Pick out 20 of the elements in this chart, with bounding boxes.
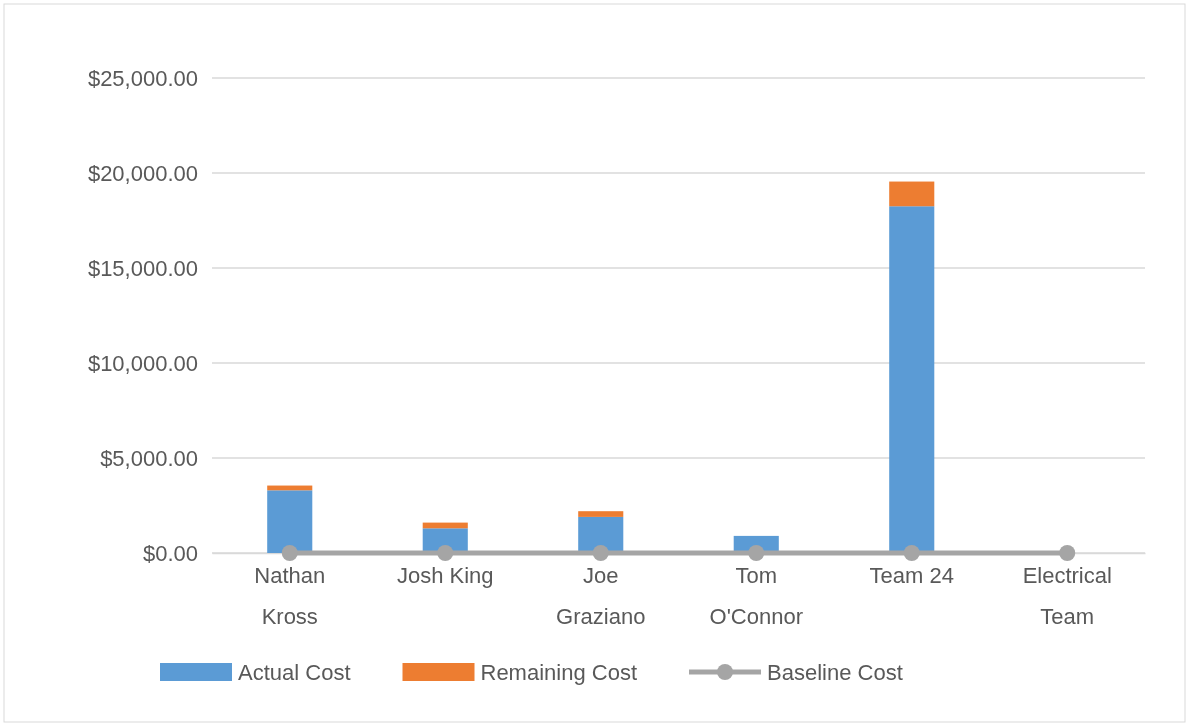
y-tick-label: $25,000.00: [87, 65, 198, 91]
y-tick-label: $10,000.00: [87, 350, 198, 376]
x-tick-label: Josh King: [396, 562, 494, 588]
bar: [578, 516, 624, 553]
legend-label: Baseline Cost: [767, 659, 903, 685]
bar: [578, 511, 624, 517]
x-tick-label: Tom O'Connor: [709, 562, 803, 630]
bar: [267, 490, 313, 553]
x-tick-label: Electrical Team: [1022, 562, 1112, 630]
y-tick-label: $5,000.00: [100, 445, 198, 471]
y-tick-label: $0.00: [142, 540, 198, 566]
y-tick-label: $20,000.00: [87, 160, 198, 186]
legend-label: Actual Cost: [238, 659, 351, 685]
legend-label: Remaining Cost: [480, 659, 638, 685]
bar: [889, 181, 935, 207]
bar: [889, 206, 935, 553]
y-tick-label: $15,000.00: [87, 255, 198, 281]
x-tick-label: Team 24: [869, 562, 954, 588]
x-tick-label: Nathan Kross: [254, 562, 326, 630]
x-tick-label: Joe Graziano: [556, 562, 646, 630]
